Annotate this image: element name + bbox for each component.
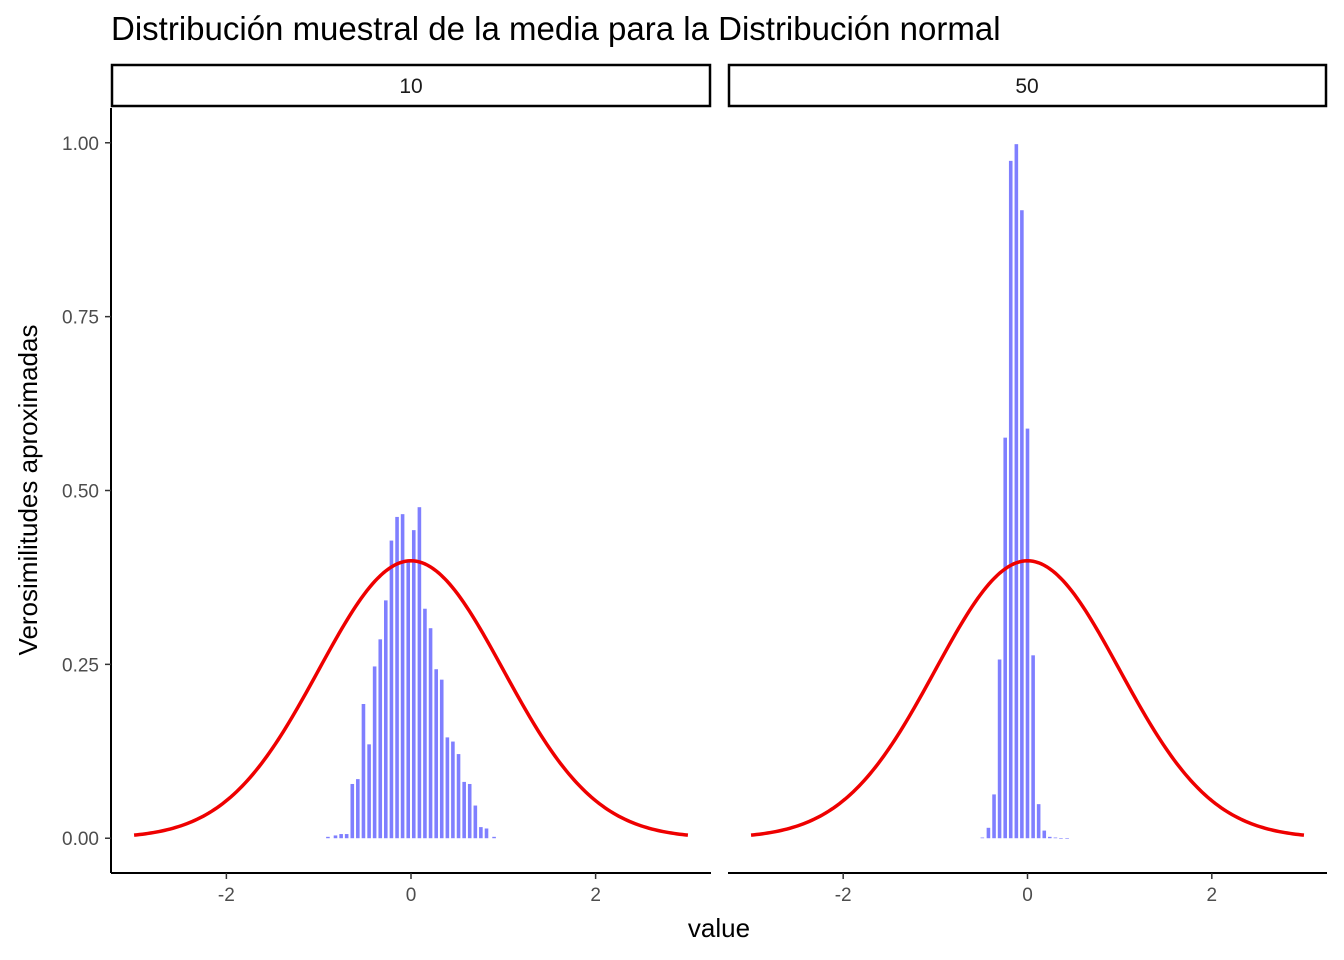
x-tick-label: 0 xyxy=(1022,885,1033,906)
histogram-bar xyxy=(339,834,343,839)
histogram-bar xyxy=(423,608,427,839)
histogram-bar xyxy=(492,836,496,839)
x-axis-panel-10: -2 0 2 xyxy=(218,873,601,906)
histogram-bar xyxy=(384,600,388,839)
density-curve xyxy=(750,559,1305,837)
histogram-bar xyxy=(395,516,399,839)
histogram-bar xyxy=(1036,804,1041,839)
histogram-bar xyxy=(326,836,330,839)
histogram-bar xyxy=(434,669,438,839)
facet-label: 50 xyxy=(1015,75,1038,98)
histogram-bar xyxy=(1003,437,1007,839)
histogram-bar xyxy=(467,783,472,839)
histogram-bar xyxy=(456,754,461,839)
facet-strip-10: 10 xyxy=(110,63,712,108)
histogram-bar xyxy=(344,834,349,839)
histogram-bar xyxy=(1048,836,1052,839)
histogram-bar xyxy=(417,507,422,839)
histogram-bar xyxy=(997,659,1002,839)
y-tick-label: 0.75 xyxy=(62,308,99,329)
histogram-bar xyxy=(980,837,985,839)
panel-50 xyxy=(728,144,1327,874)
x-tick-label: 0 xyxy=(406,885,417,906)
histogram-bar xyxy=(1042,830,1047,839)
x-tick-label: 2 xyxy=(590,885,601,906)
x-axis-title: value xyxy=(688,913,750,943)
histogram-bar xyxy=(462,781,466,839)
histogram-bar xyxy=(473,805,478,839)
y-tick-label: 0.50 xyxy=(62,482,99,503)
histogram-bar xyxy=(333,835,338,839)
x-tick-label: -2 xyxy=(218,885,235,906)
histogram-bar xyxy=(367,744,371,839)
histogram-bar xyxy=(400,514,405,839)
histogram-bar xyxy=(428,628,433,839)
facet-strip-50: 50 xyxy=(727,63,1328,108)
histogram-bar xyxy=(361,704,366,839)
histogram-bar xyxy=(1020,210,1024,839)
facet-label: 10 xyxy=(399,75,422,98)
histogram-bar xyxy=(378,639,383,839)
chart-title: Distribución muestral de la media para l… xyxy=(111,10,1001,47)
x-tick-label: -2 xyxy=(835,885,852,906)
y-axis-title: Verosimilitudes aproximadas xyxy=(13,325,43,656)
histogram-bar xyxy=(1053,837,1058,839)
histogram-bar xyxy=(1014,144,1019,839)
histogram-bar xyxy=(406,560,411,839)
histogram-bar xyxy=(1025,428,1030,839)
histogram-bar xyxy=(992,794,996,839)
histogram-bar xyxy=(389,540,394,839)
histogram-bar xyxy=(479,827,483,839)
histogram-bar xyxy=(1059,838,1063,839)
panel-10 xyxy=(110,108,711,874)
histogram-bar xyxy=(986,827,991,839)
histogram-bar xyxy=(439,679,444,839)
histogram-bar xyxy=(1065,838,1069,839)
histogram-bar xyxy=(1008,160,1013,839)
histogram-bar xyxy=(372,666,377,839)
y-tick-label: 0.00 xyxy=(62,829,99,850)
x-axis-panel-50: -2 0 2 xyxy=(835,873,1217,906)
y-tick-label: 0.25 xyxy=(62,655,99,676)
y-axis: 0.00 0.25 0.50 0.75 1.00 xyxy=(62,134,111,850)
density-curve xyxy=(133,559,689,837)
histogram-bar xyxy=(1031,655,1035,839)
histogram-bar xyxy=(445,737,450,839)
histogram-bar xyxy=(356,779,360,839)
x-tick-label: 2 xyxy=(1207,885,1218,906)
histogram-bar xyxy=(411,530,416,839)
y-tick-label: 1.00 xyxy=(62,134,99,155)
histogram-bar xyxy=(451,741,455,839)
histogram-bar xyxy=(484,828,489,839)
histogram-bar xyxy=(350,783,355,839)
